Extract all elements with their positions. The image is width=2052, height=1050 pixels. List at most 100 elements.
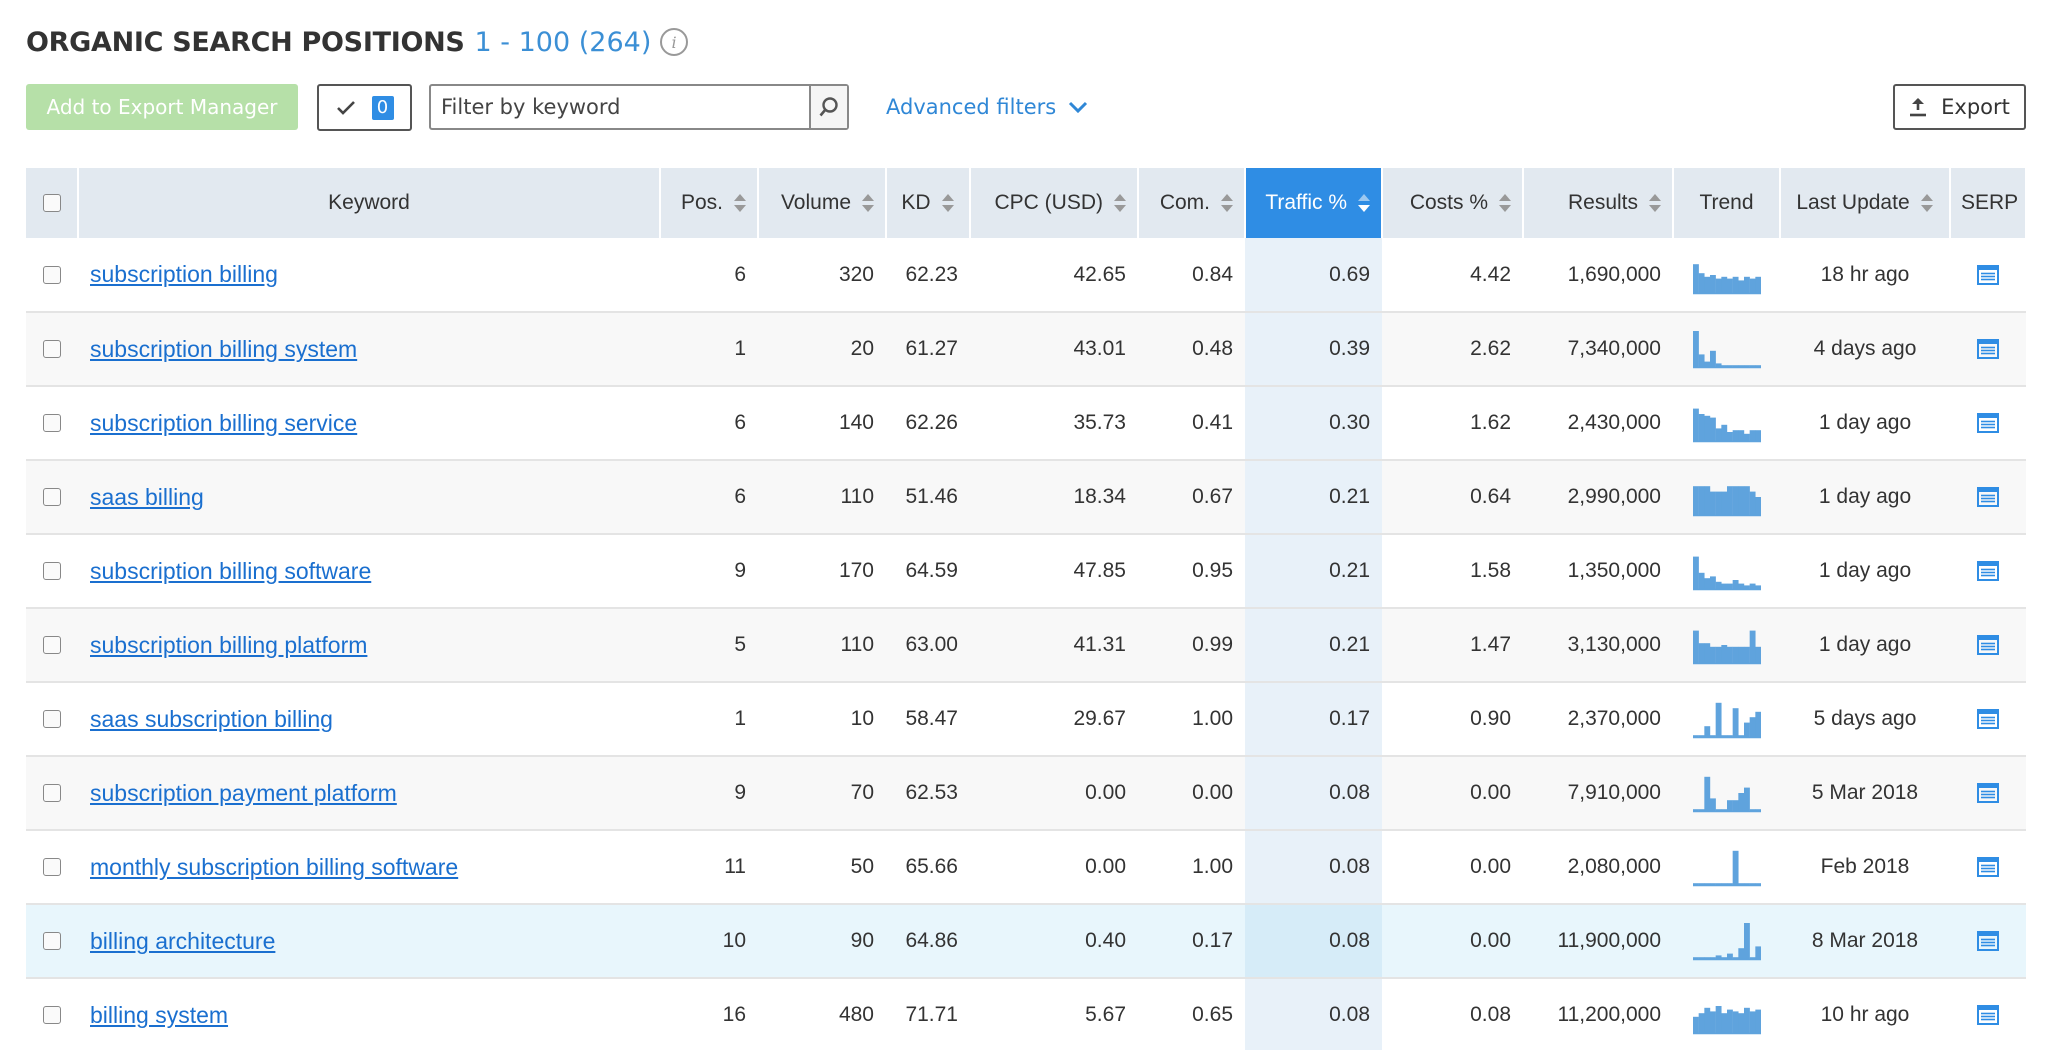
serp-list-icon[interactable] (1977, 931, 1999, 951)
sort-arrows-icon (941, 194, 954, 212)
volume-cell: 90 (758, 904, 886, 979)
col-traffic[interactable]: Traffic % (1245, 168, 1383, 238)
cpc-cell: 0.00 (970, 756, 1138, 831)
trend-sparkline (1692, 486, 1761, 517)
serp-list-icon[interactable] (1977, 487, 1999, 507)
trend-bar (1754, 585, 1761, 589)
serp-list-icon[interactable] (1977, 783, 1999, 803)
trend-bar (1709, 576, 1716, 589)
keyword-link[interactable]: subscription billing software (90, 557, 372, 584)
col-volume[interactable]: Volume (758, 168, 887, 238)
trend-bar (1703, 883, 1710, 885)
keyword-cell: subscription billing (78, 238, 660, 313)
trend-bar (1709, 735, 1716, 737)
serp-list-icon[interactable] (1977, 413, 1999, 433)
volume-cell: 50 (758, 830, 886, 905)
serp-list-icon[interactable] (1977, 339, 1999, 359)
col-cpc[interactable]: CPC (USD) (970, 168, 1139, 238)
trend-bar (1698, 735, 1705, 737)
filter-keyword-input[interactable] (431, 86, 809, 128)
trend-bar (1715, 646, 1722, 663)
row-checkbox[interactable] (43, 1006, 61, 1025)
serp-list-icon[interactable] (1977, 264, 1999, 285)
trend-bar (1726, 432, 1733, 441)
volume-cell: 140 (758, 386, 886, 461)
trend-bar (1709, 491, 1716, 515)
cpc-cell: 29.67 (970, 682, 1138, 757)
competition-cell: 1.00 (1138, 682, 1245, 757)
col-results[interactable]: Results (1523, 168, 1674, 238)
trend-cell (1673, 312, 1780, 387)
keyword-link[interactable]: billing architecture (90, 927, 276, 954)
trend-bar (1692, 556, 1699, 589)
keyword-link[interactable]: saas subscription billing (90, 705, 333, 732)
row-select-cell (26, 904, 78, 979)
keyword-link[interactable]: subscription billing system (90, 335, 358, 362)
row-checkbox[interactable] (43, 488, 61, 507)
col-keyword[interactable]: Keyword (78, 168, 661, 238)
select-all-checkbox[interactable] (42, 194, 61, 213)
trend-bar (1754, 809, 1761, 811)
info-icon[interactable]: i (659, 27, 689, 57)
trend-bar (1715, 883, 1722, 885)
col-pos[interactable]: Pos. (660, 168, 759, 238)
position-cell: 6 (660, 460, 758, 535)
traffic-cell: 0.08 (1245, 756, 1382, 831)
table-row: subscription billing software 9 170 64.59 47… (26, 534, 2026, 609)
keyword-link[interactable]: subscription payment platform (90, 779, 397, 806)
serp-list-icon[interactable] (1977, 709, 1999, 729)
col-last-update[interactable]: Last Update (1780, 168, 1951, 238)
keyword-link[interactable]: subscription billing platform (90, 631, 368, 658)
col-costs[interactable]: Costs % (1382, 168, 1524, 238)
trend-bar (1754, 497, 1761, 515)
export-button[interactable]: Export (1893, 84, 2026, 130)
col-com[interactable]: Com. (1138, 168, 1246, 238)
competition-cell: 0.67 (1138, 460, 1245, 535)
trend-bar (1698, 414, 1705, 441)
row-checkbox[interactable] (43, 858, 61, 877)
advanced-filters-toggle[interactable]: Advanced filters (886, 92, 1088, 122)
trend-bar (1703, 276, 1710, 293)
kd-cell: 64.59 (886, 534, 970, 609)
selected-keywords-button[interactable]: 0 (317, 84, 412, 131)
trend-bar (1703, 726, 1710, 737)
search-button[interactable] (809, 86, 847, 128)
trend-sparkline (1692, 776, 1761, 813)
serp-list-icon[interactable] (1977, 561, 1999, 581)
cpc-cell: 43.01 (970, 312, 1138, 387)
serp-list-icon[interactable] (1977, 857, 1999, 877)
col-kd[interactable]: KD (886, 168, 971, 238)
row-checkbox[interactable] (43, 932, 61, 951)
trend-sparkline (1692, 850, 1761, 887)
serp-list-icon[interactable] (1977, 635, 1999, 655)
row-checkbox[interactable] (43, 636, 61, 655)
traffic-cell: 0.08 (1245, 904, 1382, 979)
trend-bar (1720, 365, 1727, 367)
row-checkbox[interactable] (43, 710, 61, 729)
trend-bar (1709, 883, 1716, 885)
last-update-cell: 5 days ago (1780, 682, 1950, 757)
traffic-cell: 0.30 (1245, 386, 1382, 461)
row-checkbox[interactable] (43, 562, 61, 581)
keyword-cell: billing architecture (78, 904, 660, 979)
trend-bar (1743, 646, 1750, 663)
row-checkbox[interactable] (43, 340, 61, 359)
trend-bar (1743, 787, 1750, 811)
keyword-link[interactable]: billing system (90, 1001, 229, 1028)
trend-bar (1726, 278, 1733, 293)
keyword-link[interactable]: monthly subscription billing software (90, 853, 459, 880)
kd-cell: 63.00 (886, 608, 970, 683)
keyword-link[interactable]: saas billing (90, 483, 204, 510)
serp-list-icon[interactable] (1977, 1005, 1999, 1025)
row-checkbox[interactable] (43, 784, 61, 803)
trend-bar (1737, 735, 1744, 737)
costs-cell: 0.00 (1382, 756, 1523, 831)
row-checkbox[interactable] (43, 414, 61, 433)
col-serp: SERP (1950, 168, 2027, 238)
competition-cell: 1.00 (1138, 830, 1245, 905)
add-to-export-manager-button[interactable]: Add to Export Manager (26, 84, 298, 130)
keyword-link[interactable]: subscription billing (90, 261, 278, 287)
row-checkbox[interactable] (43, 265, 61, 284)
keyword-link[interactable]: subscription billing service (90, 409, 358, 436)
trend-bar (1703, 776, 1710, 811)
